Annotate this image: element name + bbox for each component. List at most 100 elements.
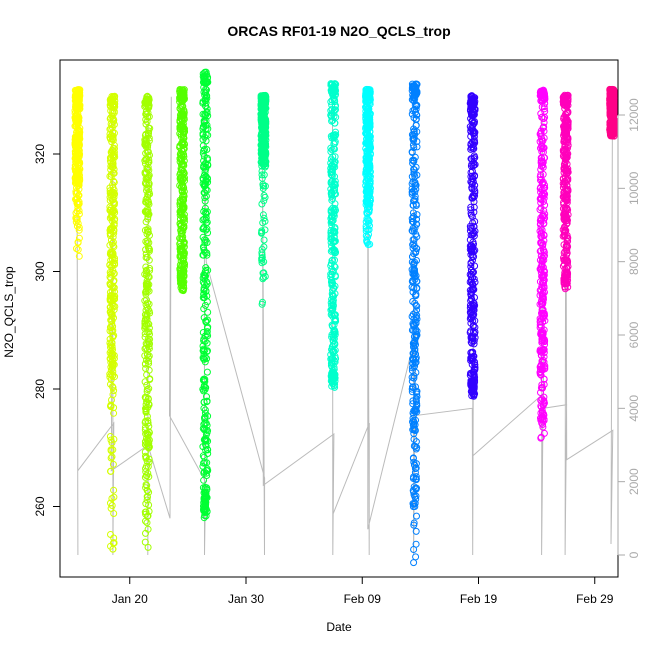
n2o-point xyxy=(180,106,188,114)
n2o-point xyxy=(364,122,372,130)
n2o-point xyxy=(75,200,83,208)
n2o-point xyxy=(469,219,477,227)
n2o-point xyxy=(259,219,267,227)
n2o-point xyxy=(538,239,546,247)
n2o-point xyxy=(328,280,336,288)
n2o-point xyxy=(561,285,569,293)
n2o-point xyxy=(467,319,475,327)
n2o-point xyxy=(411,180,419,187)
n2o-point xyxy=(107,343,114,351)
n2o-point xyxy=(258,251,266,259)
n2o-point xyxy=(177,227,185,235)
n2o-point xyxy=(203,146,211,153)
n2o-point xyxy=(141,538,149,546)
x-axis-label: Date xyxy=(326,620,352,634)
n2o-point xyxy=(468,92,476,100)
n2o-point xyxy=(143,284,151,292)
n2o-point xyxy=(468,278,475,286)
n2o-point xyxy=(327,247,335,255)
n2o-point xyxy=(329,256,337,264)
n2o-point xyxy=(176,276,184,283)
n2o-point xyxy=(331,158,339,166)
n2o-point xyxy=(468,270,475,278)
n2o-point xyxy=(564,206,572,214)
flight-2016-01-21 xyxy=(141,92,154,551)
x-tick-label: Feb 09 xyxy=(344,592,382,606)
n2o-point xyxy=(199,329,207,336)
n2o-point xyxy=(142,408,150,416)
n2o-point xyxy=(537,195,545,203)
n2o-point xyxy=(141,297,149,305)
n2o-point xyxy=(180,140,188,148)
n2o-point xyxy=(469,377,477,385)
n2o-point xyxy=(110,409,118,417)
n2o-point xyxy=(606,94,614,102)
n2o-point xyxy=(72,152,80,160)
n2o-point xyxy=(537,414,544,422)
n2o-point xyxy=(561,135,568,143)
n2o-point xyxy=(538,91,546,98)
n2o-point xyxy=(203,494,211,502)
flight-2016-02-06 xyxy=(327,80,340,391)
n2o-point xyxy=(180,145,188,153)
n2o-point xyxy=(410,128,418,136)
n2o-point xyxy=(412,403,420,411)
n2o-point xyxy=(145,444,153,452)
n2o-point xyxy=(539,293,547,301)
n2o-point xyxy=(412,540,420,548)
n2o-point xyxy=(200,208,208,215)
n2o-point xyxy=(365,108,373,116)
n2o-point xyxy=(413,512,420,520)
n2o-point xyxy=(110,306,118,314)
n2o-point xyxy=(328,216,336,224)
n2o-point xyxy=(328,109,336,117)
n2o-point xyxy=(141,321,149,329)
n2o-point xyxy=(200,337,208,345)
x-tick-label: Feb 19 xyxy=(460,592,498,606)
n2o-point xyxy=(72,214,80,222)
n2o-point xyxy=(410,458,418,466)
n2o-point xyxy=(258,200,266,208)
n2o-point xyxy=(560,231,568,239)
n2o-point xyxy=(108,339,116,347)
n2o-point xyxy=(203,484,211,492)
n2o-point xyxy=(363,151,371,158)
n2o-point xyxy=(200,502,208,510)
n2o-point xyxy=(468,252,476,260)
n2o-point xyxy=(413,306,421,314)
n2o-point xyxy=(143,92,151,100)
n2o-point xyxy=(106,308,114,316)
n2o-point xyxy=(411,493,419,501)
n2o-point xyxy=(74,204,82,212)
n2o-point xyxy=(538,272,546,280)
n2o-point xyxy=(470,128,478,136)
n2o-point xyxy=(413,327,421,335)
n2o-point xyxy=(470,223,478,231)
n2o-point xyxy=(468,111,476,119)
n2o-point xyxy=(106,157,114,165)
n2o-point xyxy=(471,192,479,200)
n2o-point xyxy=(108,495,116,502)
n2o-point xyxy=(541,267,548,275)
n2o-point xyxy=(144,346,151,354)
n2o-point xyxy=(539,94,547,102)
n2o-point xyxy=(106,184,114,192)
n2o-point xyxy=(412,395,420,403)
n2o-point xyxy=(258,158,265,166)
n2o-point xyxy=(262,93,270,101)
n2o-point xyxy=(202,419,210,427)
n2o-point xyxy=(541,113,549,121)
n2o-point xyxy=(412,475,420,483)
n2o-point xyxy=(142,218,150,226)
n2o-point xyxy=(537,434,545,442)
n2o-point xyxy=(467,266,475,274)
x-axis: Jan 20 Jan 30 Feb 09 Feb 19 Feb 29 xyxy=(112,576,614,606)
n2o-point xyxy=(200,383,208,391)
n2o-point xyxy=(143,462,150,470)
n2o-point xyxy=(539,314,547,322)
n2o-point xyxy=(540,349,548,357)
n2o-point xyxy=(540,346,548,353)
x-tick-label: Jan 30 xyxy=(228,592,264,606)
n2o-point xyxy=(537,409,545,417)
n2o-point xyxy=(202,441,209,448)
